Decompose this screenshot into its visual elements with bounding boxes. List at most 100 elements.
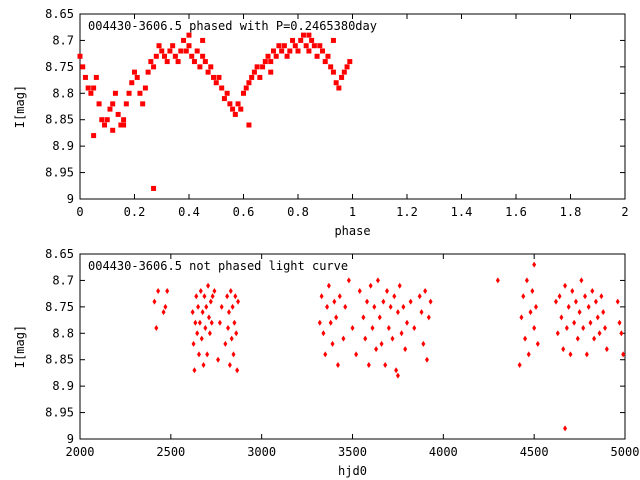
data-point [381, 298, 386, 305]
data-point [357, 288, 362, 294]
data-point [241, 90, 246, 96]
data-point [390, 335, 395, 342]
data-point [268, 69, 274, 75]
data-point [279, 48, 285, 54]
x-tick-label: 2000 [66, 445, 95, 459]
data-point [140, 101, 146, 107]
data-point [399, 330, 404, 337]
y-tick-label: 8.7 [52, 273, 74, 287]
data-point [495, 277, 500, 284]
data-point [211, 74, 217, 80]
data-point [192, 367, 197, 374]
data-point [206, 314, 211, 321]
data-point [186, 32, 192, 38]
data-point [216, 356, 221, 363]
data-point [232, 111, 238, 117]
data-point [528, 309, 533, 316]
data-point [232, 319, 237, 326]
data-point [604, 346, 609, 353]
data-point [521, 293, 526, 300]
data-point [370, 325, 375, 331]
x-tick-label: 4500 [520, 445, 549, 459]
data-point [183, 48, 189, 54]
data-point [568, 351, 573, 358]
data-point [178, 48, 184, 54]
data-point [227, 101, 233, 107]
data-point [152, 298, 157, 305]
data-point [593, 298, 598, 305]
data-point [233, 293, 238, 300]
data-point [323, 351, 328, 358]
data-point [154, 325, 159, 331]
data-point [300, 32, 306, 38]
data-point [424, 356, 429, 363]
data-point [205, 351, 210, 358]
data-point [615, 298, 620, 305]
y-tick-label: 8.65 [45, 7, 74, 21]
data-point [325, 303, 330, 310]
data-point [82, 74, 88, 80]
data-point [337, 293, 342, 300]
y-tick-label: 8.7 [52, 33, 74, 47]
data-point [403, 346, 408, 353]
data-point [326, 282, 331, 289]
data-point [366, 362, 371, 368]
data-point [110, 101, 116, 107]
y-axis-label: I[mag] [13, 85, 27, 128]
data-point [197, 64, 203, 70]
data-point [107, 106, 113, 112]
data-point [190, 309, 195, 316]
data-point [191, 59, 197, 65]
data-point [221, 96, 227, 102]
data-point [328, 319, 333, 326]
data-point [328, 64, 334, 70]
data-point [555, 330, 560, 337]
data-points [152, 261, 626, 432]
y-tick-label: 8.95 [45, 166, 74, 180]
data-point [189, 53, 195, 59]
data-point [532, 325, 537, 331]
data-point [344, 64, 350, 70]
data-point [170, 43, 176, 49]
data-point [319, 293, 324, 300]
data-point [216, 74, 222, 80]
data-point [181, 37, 187, 43]
data-point [426, 314, 431, 321]
data-point [379, 340, 384, 347]
data-point [405, 319, 409, 326]
data-point [284, 53, 290, 59]
data-point [617, 319, 622, 326]
data-point [334, 314, 339, 321]
data-point [519, 314, 524, 321]
data-point [309, 37, 315, 43]
data-point [167, 48, 173, 54]
data-point [339, 74, 345, 80]
data-point [361, 314, 366, 321]
data-point [273, 53, 279, 59]
data-point [417, 293, 422, 300]
data-point [276, 43, 282, 49]
data-point [341, 69, 347, 75]
data-point [419, 309, 424, 316]
data-point [201, 362, 206, 368]
data-points [77, 32, 353, 191]
data-point [561, 346, 566, 353]
data-point [204, 303, 209, 310]
data-point [165, 288, 170, 294]
data-point [394, 367, 399, 374]
data-point [210, 293, 215, 300]
x-axis-label: phase [334, 224, 370, 238]
data-point [577, 309, 582, 316]
x-axis-ticks: 2000 2500 3000 3500 4000 4500 5000 [66, 254, 639, 459]
data-point [121, 117, 127, 123]
data-point [523, 335, 528, 342]
data-point [200, 309, 205, 316]
data-point [219, 303, 224, 310]
data-point [137, 90, 143, 96]
data-point [553, 298, 558, 305]
y-tick-label: 8.85 [45, 353, 74, 367]
data-point [175, 59, 181, 65]
data-point [292, 43, 298, 49]
data-point [236, 298, 241, 305]
unphased-light-curve-panel: 2000 2500 3000 3500 4000 4500 5000 8.65 8.7 8.75… [13, 247, 639, 478]
